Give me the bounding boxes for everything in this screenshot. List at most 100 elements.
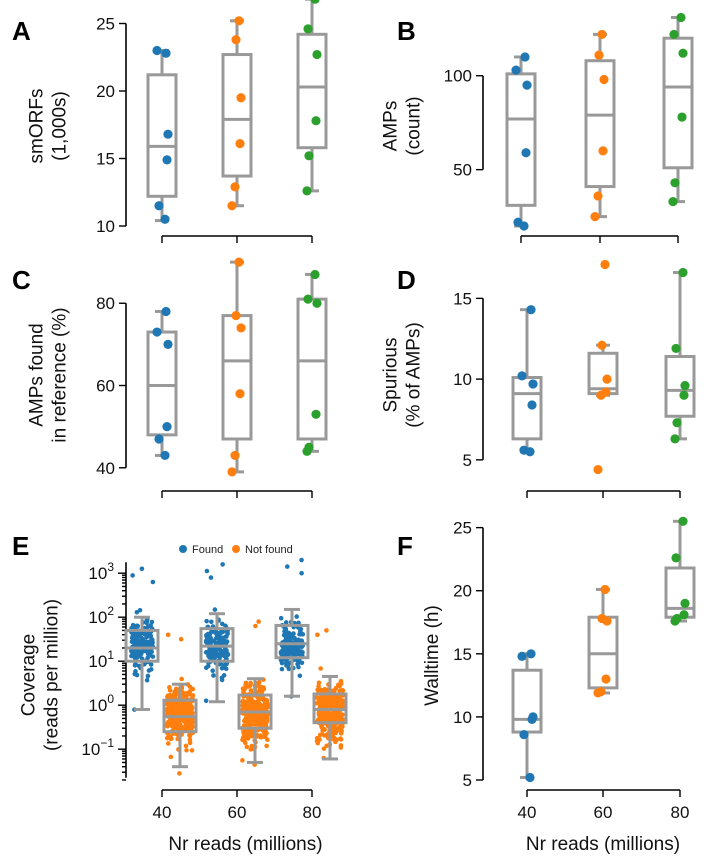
y-tick-label: 5 bbox=[463, 771, 472, 790]
data-point-found bbox=[285, 649, 290, 655]
data-point-not-found bbox=[248, 682, 253, 688]
data-point-not-found bbox=[340, 698, 345, 703]
data-point bbox=[525, 447, 535, 457]
data-point-found bbox=[296, 664, 301, 670]
data-point-not-found bbox=[242, 732, 247, 738]
data-point-not-found bbox=[338, 727, 344, 733]
data-point-found bbox=[281, 632, 287, 638]
box-iqr bbox=[146, 330, 178, 437]
data-point bbox=[678, 516, 688, 526]
box-iqr bbox=[146, 73, 178, 198]
data-point-not-found bbox=[188, 704, 194, 710]
box-iqr bbox=[274, 623, 310, 660]
data-point-not-found bbox=[248, 747, 253, 752]
data-point bbox=[162, 155, 172, 165]
data-point bbox=[310, 0, 320, 4]
box-iqr bbox=[296, 297, 328, 441]
x-axis-title: Nr reads (millions) bbox=[526, 834, 680, 855]
data-point-not-found bbox=[334, 703, 340, 709]
box-iqr bbox=[505, 72, 537, 207]
panel-letter: A bbox=[12, 16, 31, 46]
x-tick-label: 60 bbox=[594, 803, 613, 822]
y-tick-label: 25 bbox=[96, 15, 115, 34]
data-point-found bbox=[219, 652, 225, 657]
data-point bbox=[154, 434, 164, 444]
data-point-not-found bbox=[340, 724, 345, 729]
data-point-not-found bbox=[173, 702, 179, 708]
y-tick-label: 20 bbox=[96, 82, 115, 101]
data-point-found bbox=[212, 649, 217, 655]
data-point bbox=[303, 24, 313, 34]
data-point-found bbox=[299, 570, 304, 576]
data-point-not-found bbox=[329, 715, 334, 720]
data-point-not-found bbox=[256, 619, 261, 624]
y-axis-title-line: Coverage bbox=[19, 634, 40, 716]
data-point bbox=[671, 343, 681, 354]
box-iqr bbox=[124, 628, 160, 663]
data-point-not-found bbox=[248, 696, 254, 702]
data-point bbox=[679, 390, 689, 400]
data-point-found bbox=[219, 665, 225, 671]
data-point bbox=[303, 294, 313, 304]
data-point bbox=[230, 182, 240, 192]
data-point bbox=[670, 178, 680, 188]
data-point bbox=[527, 400, 537, 410]
data-point-not-found bbox=[316, 680, 322, 686]
data-point-not-found bbox=[243, 680, 249, 686]
x-tick-label: 40 bbox=[518, 803, 537, 822]
data-point-not-found bbox=[187, 689, 193, 694]
data-point-found bbox=[129, 639, 135, 645]
data-point-found bbox=[292, 635, 297, 641]
y-tick-label: 50 bbox=[453, 161, 472, 180]
data-point-not-found bbox=[333, 730, 338, 736]
data-point-found bbox=[135, 631, 141, 636]
data-point-found bbox=[209, 619, 214, 625]
data-point-found bbox=[212, 630, 218, 635]
y-tick-label: 40 bbox=[96, 459, 115, 478]
legend-label-not-found: Not found bbox=[245, 544, 293, 556]
data-point bbox=[234, 16, 244, 26]
data-point bbox=[668, 196, 678, 207]
x-tick-label: 40 bbox=[153, 803, 172, 822]
data-point-found bbox=[219, 677, 225, 683]
data-point-found bbox=[149, 619, 155, 625]
data-point-not-found bbox=[263, 700, 269, 706]
data-point-found bbox=[130, 633, 136, 638]
data-point bbox=[671, 553, 681, 563]
box-iqr bbox=[511, 375, 543, 441]
data-point-found bbox=[279, 666, 285, 672]
data-point bbox=[231, 35, 241, 45]
data-point-found bbox=[296, 660, 302, 665]
data-point-not-found bbox=[264, 715, 270, 721]
data-point-not-found bbox=[165, 721, 170, 727]
data-point bbox=[236, 323, 246, 333]
y-tick-label: 80 bbox=[96, 294, 115, 313]
data-point bbox=[235, 139, 245, 149]
data-point-not-found bbox=[324, 712, 330, 718]
data-point-not-found bbox=[168, 736, 173, 742]
data-point-found bbox=[144, 677, 150, 683]
data-point-not-found bbox=[324, 628, 329, 633]
x-axis-title: Nr reads (millions) bbox=[168, 834, 322, 855]
y-tick-label: 5 bbox=[463, 451, 472, 470]
data-point bbox=[312, 49, 322, 60]
data-point-found bbox=[220, 629, 226, 635]
data-point-found bbox=[205, 636, 211, 641]
data-point-found bbox=[224, 648, 229, 653]
data-point-not-found bbox=[189, 748, 195, 753]
data-point-found bbox=[145, 655, 150, 661]
data-point-not-found bbox=[183, 743, 189, 749]
data-point-found bbox=[144, 648, 150, 654]
legend-label-found: Found bbox=[192, 544, 223, 556]
data-point-not-found bbox=[187, 737, 193, 743]
data-point-not-found bbox=[165, 632, 171, 638]
data-point-not-found bbox=[185, 718, 191, 724]
data-point-found bbox=[298, 652, 303, 657]
data-point-not-found bbox=[332, 688, 337, 694]
data-point-not-found bbox=[332, 716, 338, 722]
data-point bbox=[600, 584, 610, 595]
data-point-not-found bbox=[318, 666, 323, 671]
panel-c: C 40 60 80 AMPs found in reference (%) bbox=[12, 257, 328, 498]
data-point bbox=[596, 390, 606, 400]
